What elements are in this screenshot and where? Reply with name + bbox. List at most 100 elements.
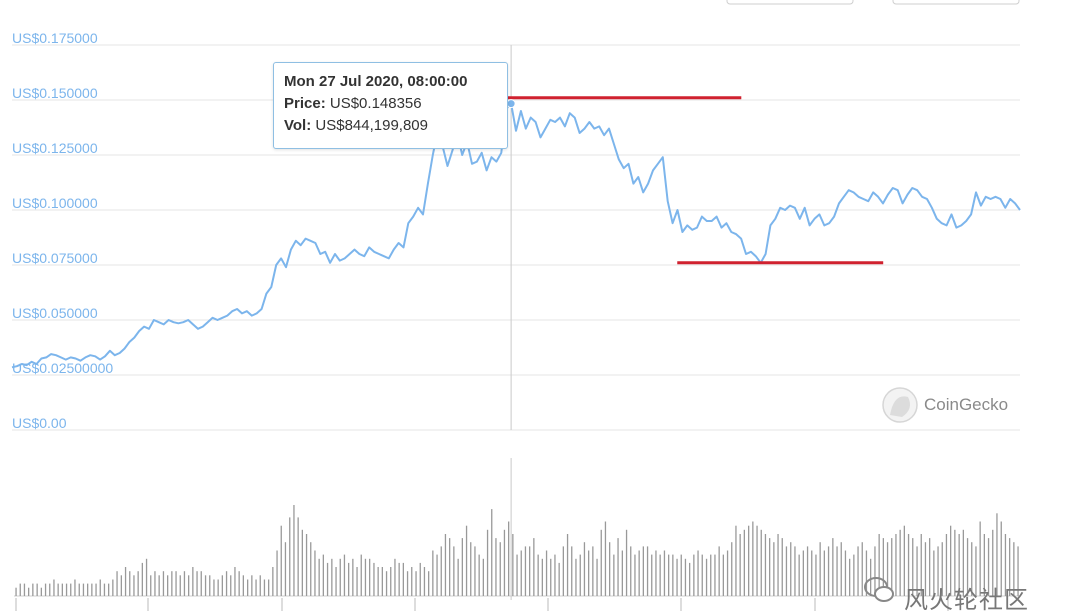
volume-bar [402, 562, 404, 596]
volume-bar [769, 538, 771, 596]
volume-bar [903, 525, 905, 596]
volume-bar [268, 579, 270, 596]
volume-bar [91, 583, 93, 596]
volume-bar [179, 575, 181, 596]
volume-bar [621, 550, 623, 596]
volume-bar [508, 521, 510, 596]
y-axis-tick-labels: US$0.00 US$0.02500000 US$0.050000 US$0.0750… [12, 30, 113, 431]
volume-bar [651, 554, 653, 596]
volume-bar [596, 558, 598, 596]
volume-bar [348, 562, 350, 596]
volume-bar [87, 583, 89, 596]
volume-bar [406, 571, 409, 596]
volume-bar [276, 550, 278, 596]
volume-bar [735, 525, 737, 596]
volume-bar [19, 583, 21, 596]
volume-bar [899, 529, 901, 596]
tooltip-vol-value: US$844,199,809 [315, 117, 428, 134]
volume-bar [785, 546, 788, 596]
volume-bar [790, 542, 792, 596]
volume-bar [929, 538, 931, 596]
volume-bar [432, 550, 434, 596]
volume-bar [726, 550, 729, 596]
volume-bar [225, 571, 228, 596]
volume-bar [301, 529, 303, 596]
volume-bar [663, 550, 666, 596]
volume-bar [638, 550, 640, 596]
tooltip-price-row: Price: US$0.148356 [284, 95, 422, 112]
y-tick-label: US$0.02500000 [12, 360, 113, 376]
y-tick-label: US$0.175000 [12, 30, 98, 46]
volume-bar [630, 546, 632, 596]
volume-bar [600, 529, 602, 596]
volume-bar [992, 529, 994, 596]
volume-bar [398, 562, 400, 596]
volume-bar [802, 550, 804, 596]
volume-bar [74, 579, 76, 596]
volume-bar [579, 554, 581, 596]
volume-bar [423, 567, 426, 596]
volume-bar [655, 550, 657, 596]
volume-bar [781, 538, 783, 596]
volume-bar [975, 546, 977, 596]
volume-bar [373, 562, 375, 596]
volume-bars [14, 505, 1020, 611]
volume-bar [714, 554, 716, 596]
volume-bar [912, 538, 914, 596]
volume-bar [895, 534, 897, 596]
wechat-icon [864, 577, 894, 602]
volume-bar [558, 562, 560, 596]
volume-bar [971, 542, 973, 596]
volume-bar [183, 571, 186, 596]
volume-bar [588, 550, 590, 596]
volume-bar [748, 525, 750, 596]
volume-bar [924, 542, 927, 596]
annotation-lines [501, 96, 884, 265]
volume-bar [705, 558, 708, 596]
volume-bar [99, 579, 101, 596]
volume-bar [482, 558, 484, 596]
volume-bar [154, 571, 156, 596]
volume-bar [103, 583, 106, 596]
volume-bar [470, 542, 472, 596]
range-input-end[interactable] [892, 0, 1020, 5]
volume-bar [61, 583, 63, 596]
volume-bar [954, 529, 956, 596]
volume-bar [550, 558, 552, 596]
volume-bar [108, 583, 110, 596]
volume-bar [739, 534, 741, 596]
tooltip-date: Mon 27 Jul 2020, 08:00:00 [284, 73, 468, 90]
volume-bar [962, 529, 964, 596]
volume-bar [966, 538, 969, 596]
volume-bar [840, 542, 842, 596]
volume-bar [116, 571, 118, 596]
volume-bar [70, 583, 72, 596]
tooltip-price-label: Price: [284, 95, 326, 112]
volume-bar [634, 554, 636, 596]
volume-bar [701, 554, 703, 596]
wechat-bubble-small [874, 586, 894, 602]
volume-bar [305, 534, 308, 596]
volume-bar [676, 558, 678, 596]
volume-bar [465, 525, 468, 596]
range-input-start[interactable] [726, 0, 854, 5]
volume-bar [819, 542, 821, 596]
volume-bar [836, 546, 838, 596]
volume-bar [478, 554, 480, 596]
volume-bar [1009, 538, 1011, 596]
volume-bar [815, 554, 817, 596]
volume-bar [857, 546, 859, 596]
volume-bar [188, 575, 190, 596]
y-tick-label: US$0.00 [12, 415, 67, 431]
volume-bar [937, 546, 939, 596]
volume-bar [752, 521, 754, 596]
coingecko-logo [882, 387, 918, 423]
volume-bar [933, 550, 935, 596]
volume-bar [32, 583, 34, 596]
volume-bar [28, 587, 30, 596]
volume-bar [129, 571, 131, 596]
volume-bar [764, 534, 767, 596]
volume-bar [613, 554, 615, 596]
grid-lines [12, 44, 1020, 431]
